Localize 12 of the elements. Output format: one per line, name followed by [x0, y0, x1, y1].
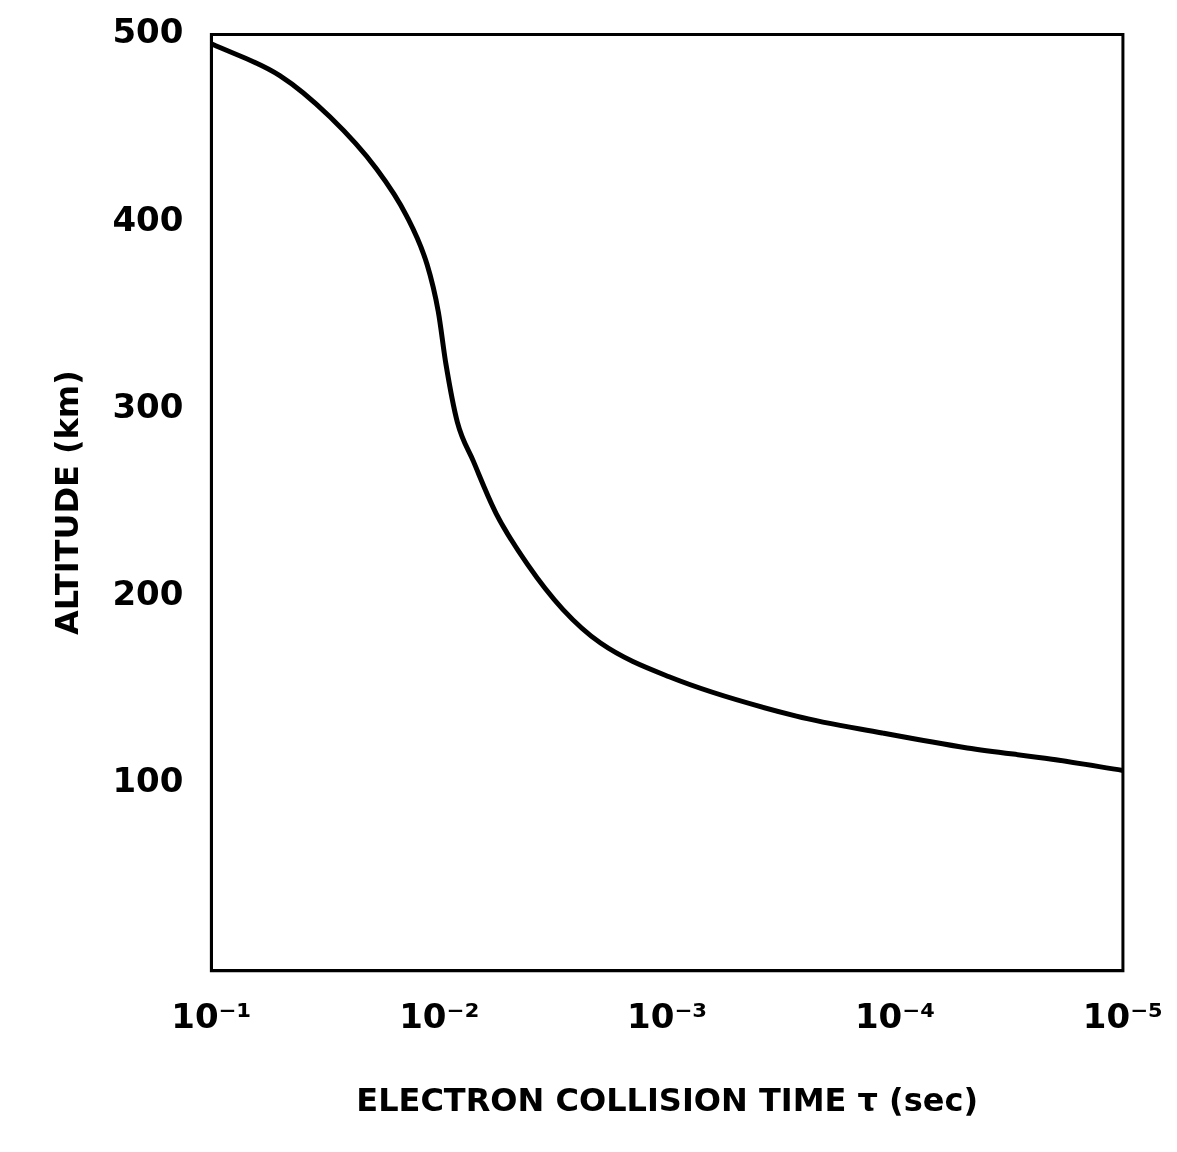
x-tick-label: 10⁻⁴: [854, 996, 936, 1037]
x-tick-label: 10⁻¹: [171, 996, 252, 1037]
x-tick-label: 10⁻³: [627, 996, 708, 1037]
y-tick-label: 500: [112, 11, 184, 52]
y-tick-label: 200: [112, 573, 184, 614]
y-axis-title: ALTITUDE (km): [47, 370, 86, 636]
x-tick-label: 10⁻⁵: [1082, 996, 1163, 1037]
y-tick-label: 300: [112, 385, 184, 426]
x-axis-title: ELECTRON COLLISION TIME τ (sec): [356, 1081, 979, 1120]
y-tick-label: 100: [112, 760, 184, 801]
y-tick-label: 400: [112, 198, 184, 239]
x-tick-label: 10⁻²: [399, 996, 480, 1037]
